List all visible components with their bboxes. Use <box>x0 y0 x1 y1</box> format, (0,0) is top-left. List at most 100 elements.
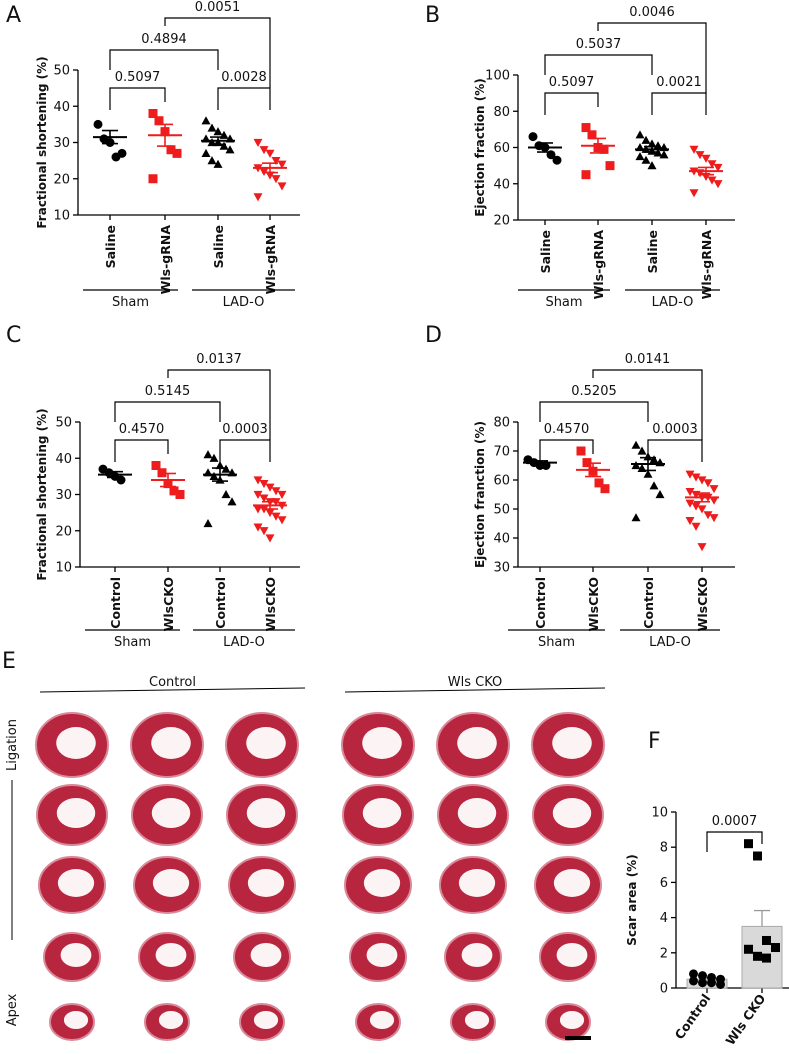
data-point <box>599 144 609 154</box>
data-point <box>697 543 707 552</box>
data-point <box>172 148 182 158</box>
data-point <box>148 174 158 184</box>
heart-lumen <box>253 1011 279 1029</box>
x-tick-label: Saline <box>538 230 553 273</box>
data-point <box>253 490 263 499</box>
y-tick-label: 0 <box>660 982 668 997</box>
data-point <box>685 488 695 497</box>
data-point <box>209 471 219 480</box>
y-tick-label: 6 <box>660 876 668 891</box>
heart-lumen <box>56 727 96 759</box>
significance-bracket <box>219 439 271 462</box>
panel-letter: E <box>2 649 16 674</box>
y-tick-label: 30 <box>53 136 70 151</box>
heart-lumen <box>151 727 191 759</box>
y-tick-label: 2 <box>660 946 668 961</box>
heart-lumen <box>151 798 191 828</box>
data-point <box>655 490 665 499</box>
p-value: 0.0003 <box>222 422 268 437</box>
data-point <box>744 944 753 954</box>
heart-lumen <box>362 727 402 759</box>
group-label: LAD-O <box>223 635 265 650</box>
data-point <box>253 193 263 202</box>
significance-bracket <box>109 49 219 70</box>
data-point <box>166 145 176 155</box>
panel-letter: F <box>648 729 661 754</box>
x-tick-label: Saline <box>645 230 660 273</box>
heart-lumen <box>369 1011 395 1029</box>
data-point <box>148 109 158 118</box>
y-tick-label: 60 <box>493 474 510 489</box>
heart-lumen <box>559 1011 585 1029</box>
data-point <box>703 479 713 488</box>
data-point <box>685 499 695 508</box>
group-line <box>39 687 306 693</box>
data-point <box>227 497 237 506</box>
data-point <box>277 160 287 169</box>
x-tick-label: WlsCKO <box>586 577 601 631</box>
data-point <box>689 189 699 198</box>
x-tick-label: Wls-gRNA <box>591 230 606 300</box>
data-point <box>691 473 701 482</box>
data-point <box>695 151 705 160</box>
heart-lumen <box>457 727 497 759</box>
heart-lumen <box>556 943 588 967</box>
data-point <box>259 527 269 536</box>
data-point <box>151 461 161 470</box>
data-point <box>707 978 716 988</box>
data-point <box>265 171 275 180</box>
p-value: 0.4570 <box>544 422 590 437</box>
heart-lumen <box>246 727 286 759</box>
x-tick-label: Control <box>641 577 656 629</box>
y-tick-label: 40 <box>55 452 72 467</box>
y-tick-label: 50 <box>53 64 70 79</box>
data-point <box>600 484 610 494</box>
p-value: 0.5097 <box>115 70 161 85</box>
data-point <box>649 455 659 464</box>
data-point <box>201 148 211 157</box>
data-point <box>207 123 217 132</box>
data-point <box>713 163 723 172</box>
heart-lumen <box>461 943 493 967</box>
y-tick-label: 60 <box>493 141 510 156</box>
heart-lumen <box>246 798 286 828</box>
data-point <box>698 971 707 981</box>
heart-lumen <box>63 1011 89 1029</box>
data-point <box>117 148 127 158</box>
significance-bracket <box>217 87 271 110</box>
p-value: 0.0003 <box>652 422 698 437</box>
group-label: Sham <box>114 635 151 650</box>
x-tick-label: WlsCKO <box>263 577 278 631</box>
heart-lumen <box>158 1011 184 1029</box>
data-point <box>253 138 263 147</box>
x-tick-label: WlsCKO <box>695 577 710 631</box>
y-tick-label: 80 <box>493 105 510 120</box>
y-tick-label: 40 <box>53 100 70 115</box>
data-point <box>277 182 287 191</box>
data-point <box>265 149 275 158</box>
group-label: Sham <box>538 635 575 650</box>
y-axis-label: Fractional shortening (%) <box>35 408 49 580</box>
p-value: 0.5145 <box>145 384 191 399</box>
x-tick-label: Wls CKO <box>722 991 768 1048</box>
y-axis-label: Fractional shortening (%) <box>35 56 49 228</box>
group-label: Wls CKO <box>448 675 503 690</box>
data-point <box>154 116 164 126</box>
data-point <box>762 953 771 963</box>
group-label: LAD-O <box>223 295 265 310</box>
p-value: 0.0051 <box>195 0 241 15</box>
significance-bracket <box>109 87 166 110</box>
data-point <box>647 161 657 170</box>
y-tick-label: 10 <box>651 806 668 821</box>
p-value: 0.5037 <box>576 37 622 52</box>
data-point <box>709 514 719 523</box>
p-value: 0.0141 <box>625 352 671 367</box>
group-line <box>344 687 606 693</box>
heart-lumen <box>152 869 190 897</box>
x-tick-label: Wls-gRNA <box>158 225 173 295</box>
data-point <box>265 534 275 543</box>
y-tick-label: 80 <box>493 416 510 431</box>
panel-letter: D <box>425 323 442 348</box>
y-tick-label: 30 <box>493 561 510 576</box>
data-point <box>209 453 219 462</box>
